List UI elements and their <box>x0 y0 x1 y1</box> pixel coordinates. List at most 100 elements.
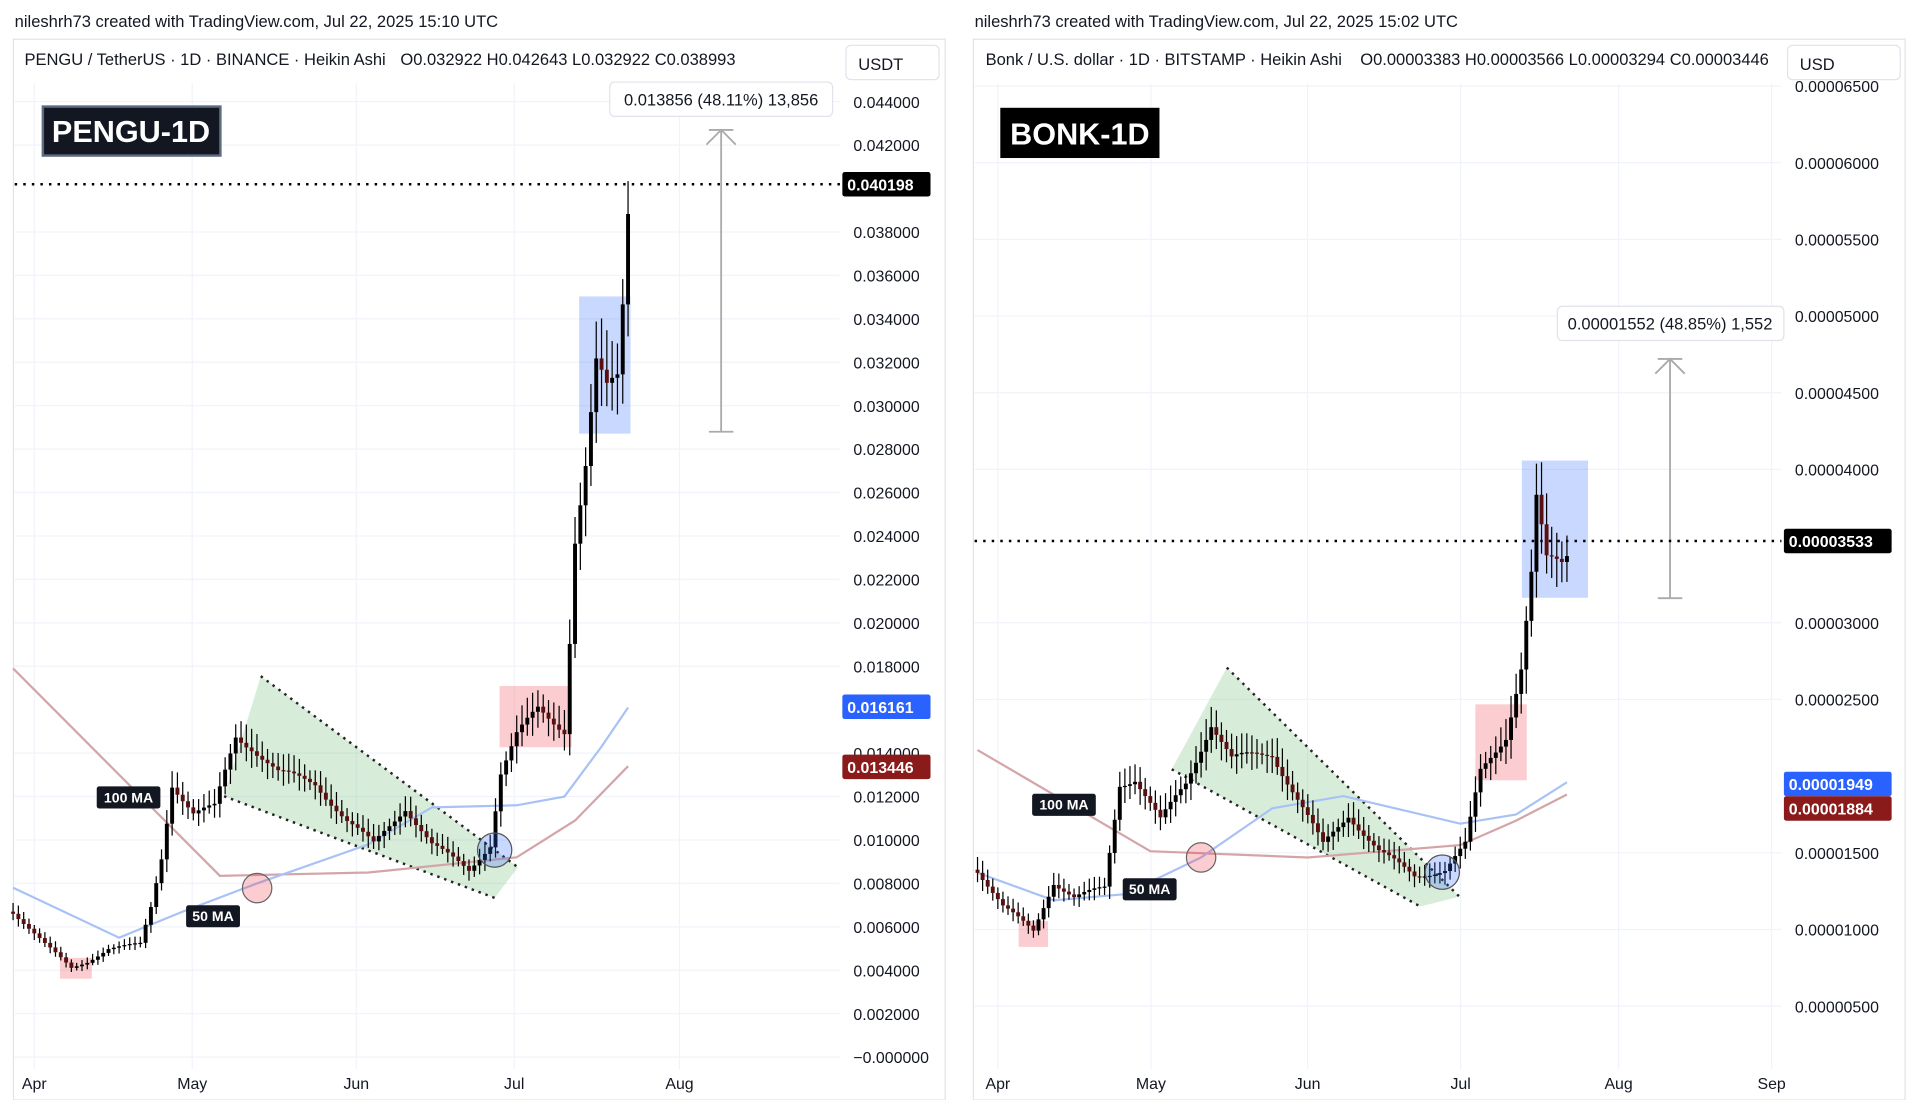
candle-body <box>1006 905 1010 909</box>
y-tick-label: 0.024000 <box>853 529 919 546</box>
candle-body <box>1397 858 1402 863</box>
candle-body <box>429 837 434 844</box>
candle-body <box>387 826 392 831</box>
candle-body <box>1427 875 1432 878</box>
ma50-price-label: 0.00001949 <box>1789 777 1873 794</box>
candle-body <box>1295 792 1300 800</box>
wedge-upper-line <box>260 675 519 869</box>
candle-body <box>562 729 567 735</box>
candle-body <box>90 959 95 963</box>
breakout-highlight-box <box>499 685 572 748</box>
candle-body <box>175 787 180 795</box>
ohlc-high: H0.00003566 <box>1465 50 1564 69</box>
measure-tool[interactable] <box>705 128 737 433</box>
y-tick-label: 0.042000 <box>853 138 919 155</box>
panel-border <box>12 38 946 1100</box>
ohlc-values: O0.032922 H0.042643 L0.032922 C0.038993 <box>400 50 735 69</box>
chart-credit: nileshrh73 created with TradingView.com,… <box>975 12 1458 31</box>
candle-body <box>626 214 631 305</box>
ma100-price-label: 0.013446 <box>847 760 913 777</box>
candle-body <box>1453 856 1458 864</box>
candle-body <box>1463 841 1468 849</box>
y-tick-label: 0.00004500 <box>1795 386 1879 403</box>
candle-body <box>1371 840 1376 846</box>
ohlc-open: O0.00003383 <box>1360 50 1460 69</box>
candle-body <box>419 824 424 832</box>
candle-body <box>11 911 16 914</box>
candle-body <box>1326 836 1331 842</box>
grid-lines <box>974 83 1782 1070</box>
price-axis[interactable]: 0.00006500 0.00006000 0.00005500 0.00005000… <box>1795 79 1879 1016</box>
candle-body <box>392 821 397 827</box>
candle-body <box>1432 874 1437 876</box>
candle-body <box>127 944 132 946</box>
candle-body <box>1290 784 1295 793</box>
price-axis-labels: 0.00003533 0.00001949 0.00001884 <box>1783 528 1892 821</box>
candle-body <box>493 811 498 848</box>
candle-body <box>1000 899 1005 906</box>
candle-body <box>1509 717 1514 740</box>
measure-tool[interactable] <box>1654 357 1686 600</box>
y-tick-label: 0.00004000 <box>1795 463 1879 480</box>
candle-body <box>48 942 53 948</box>
y-tick-label: 0.036000 <box>853 269 919 286</box>
x-tick-label: Apr <box>985 1076 1010 1093</box>
candle-body <box>1204 739 1209 752</box>
candle-body <box>1549 555 1554 557</box>
candle-body <box>345 816 350 821</box>
candle-body <box>615 374 620 378</box>
currency-label: USDT <box>858 55 903 74</box>
candle-body <box>1072 894 1077 898</box>
candle-body <box>212 803 217 806</box>
y-tick-label: 0.00006000 <box>1795 156 1879 173</box>
candle-body <box>85 962 90 965</box>
x-tick-label: May <box>1136 1076 1166 1093</box>
x-tick-label: Aug <box>1604 1076 1632 1093</box>
candle-body <box>1067 891 1071 895</box>
candle-body <box>398 816 403 822</box>
candle-body <box>122 945 127 947</box>
candle-body <box>1173 795 1178 802</box>
candle-body <box>32 928 37 934</box>
symbol-legend: PENGU / TetherUS · 1D · BINANCE · Heikin… <box>24 50 385 69</box>
candle-body <box>451 852 456 857</box>
candle-body <box>567 643 572 735</box>
candle-body <box>610 377 615 383</box>
ohlc-low: L0.00003294 <box>1569 50 1665 69</box>
candle-body <box>1300 799 1305 808</box>
candle-body <box>376 835 381 842</box>
candle-body <box>286 770 291 772</box>
candle-body <box>1194 762 1198 774</box>
title-badge-text: BONK-1D <box>1010 118 1149 152</box>
candle-body <box>414 818 418 825</box>
candle-body <box>1183 783 1188 790</box>
measure-label: 0.013856 (48.11%) 13,856 <box>624 90 818 109</box>
ohlc-low: L0.032922 <box>572 50 650 69</box>
candle-body <box>21 919 26 925</box>
currency-button[interactable] <box>1786 44 1901 81</box>
candle-body <box>1376 845 1381 851</box>
ohlc-values: O0.00003383 H0.00003566 L0.00003294 C0.0… <box>1360 50 1769 69</box>
currency-button[interactable] <box>845 44 940 81</box>
candle-body <box>164 823 169 860</box>
candle-body <box>58 952 63 958</box>
candlestick-series <box>11 181 631 973</box>
breakout-marker <box>1424 854 1461 890</box>
candle-body <box>1534 494 1539 572</box>
candle-body <box>551 718 556 725</box>
candle-body <box>154 883 159 908</box>
candle-body <box>307 778 312 783</box>
panel-border <box>972 38 1906 1100</box>
time-axis[interactable]: Apr May Jun Jul Aug Sep <box>985 1076 1785 1093</box>
price-axis[interactable]: 0.044000 0.042000 0.038000 0.036000 0.034000… <box>853 95 929 1067</box>
y-tick-label: 0.00005000 <box>1795 309 1879 326</box>
candle-body <box>525 717 530 725</box>
time-axis[interactable]: Apr May Jun Jul Aug <box>22 1076 694 1093</box>
candle-body <box>424 831 429 838</box>
candle-body <box>318 785 323 793</box>
candle-body <box>594 358 599 413</box>
candle-body <box>1219 734 1224 742</box>
candle-body <box>1356 824 1361 831</box>
candle-body <box>1483 763 1488 769</box>
